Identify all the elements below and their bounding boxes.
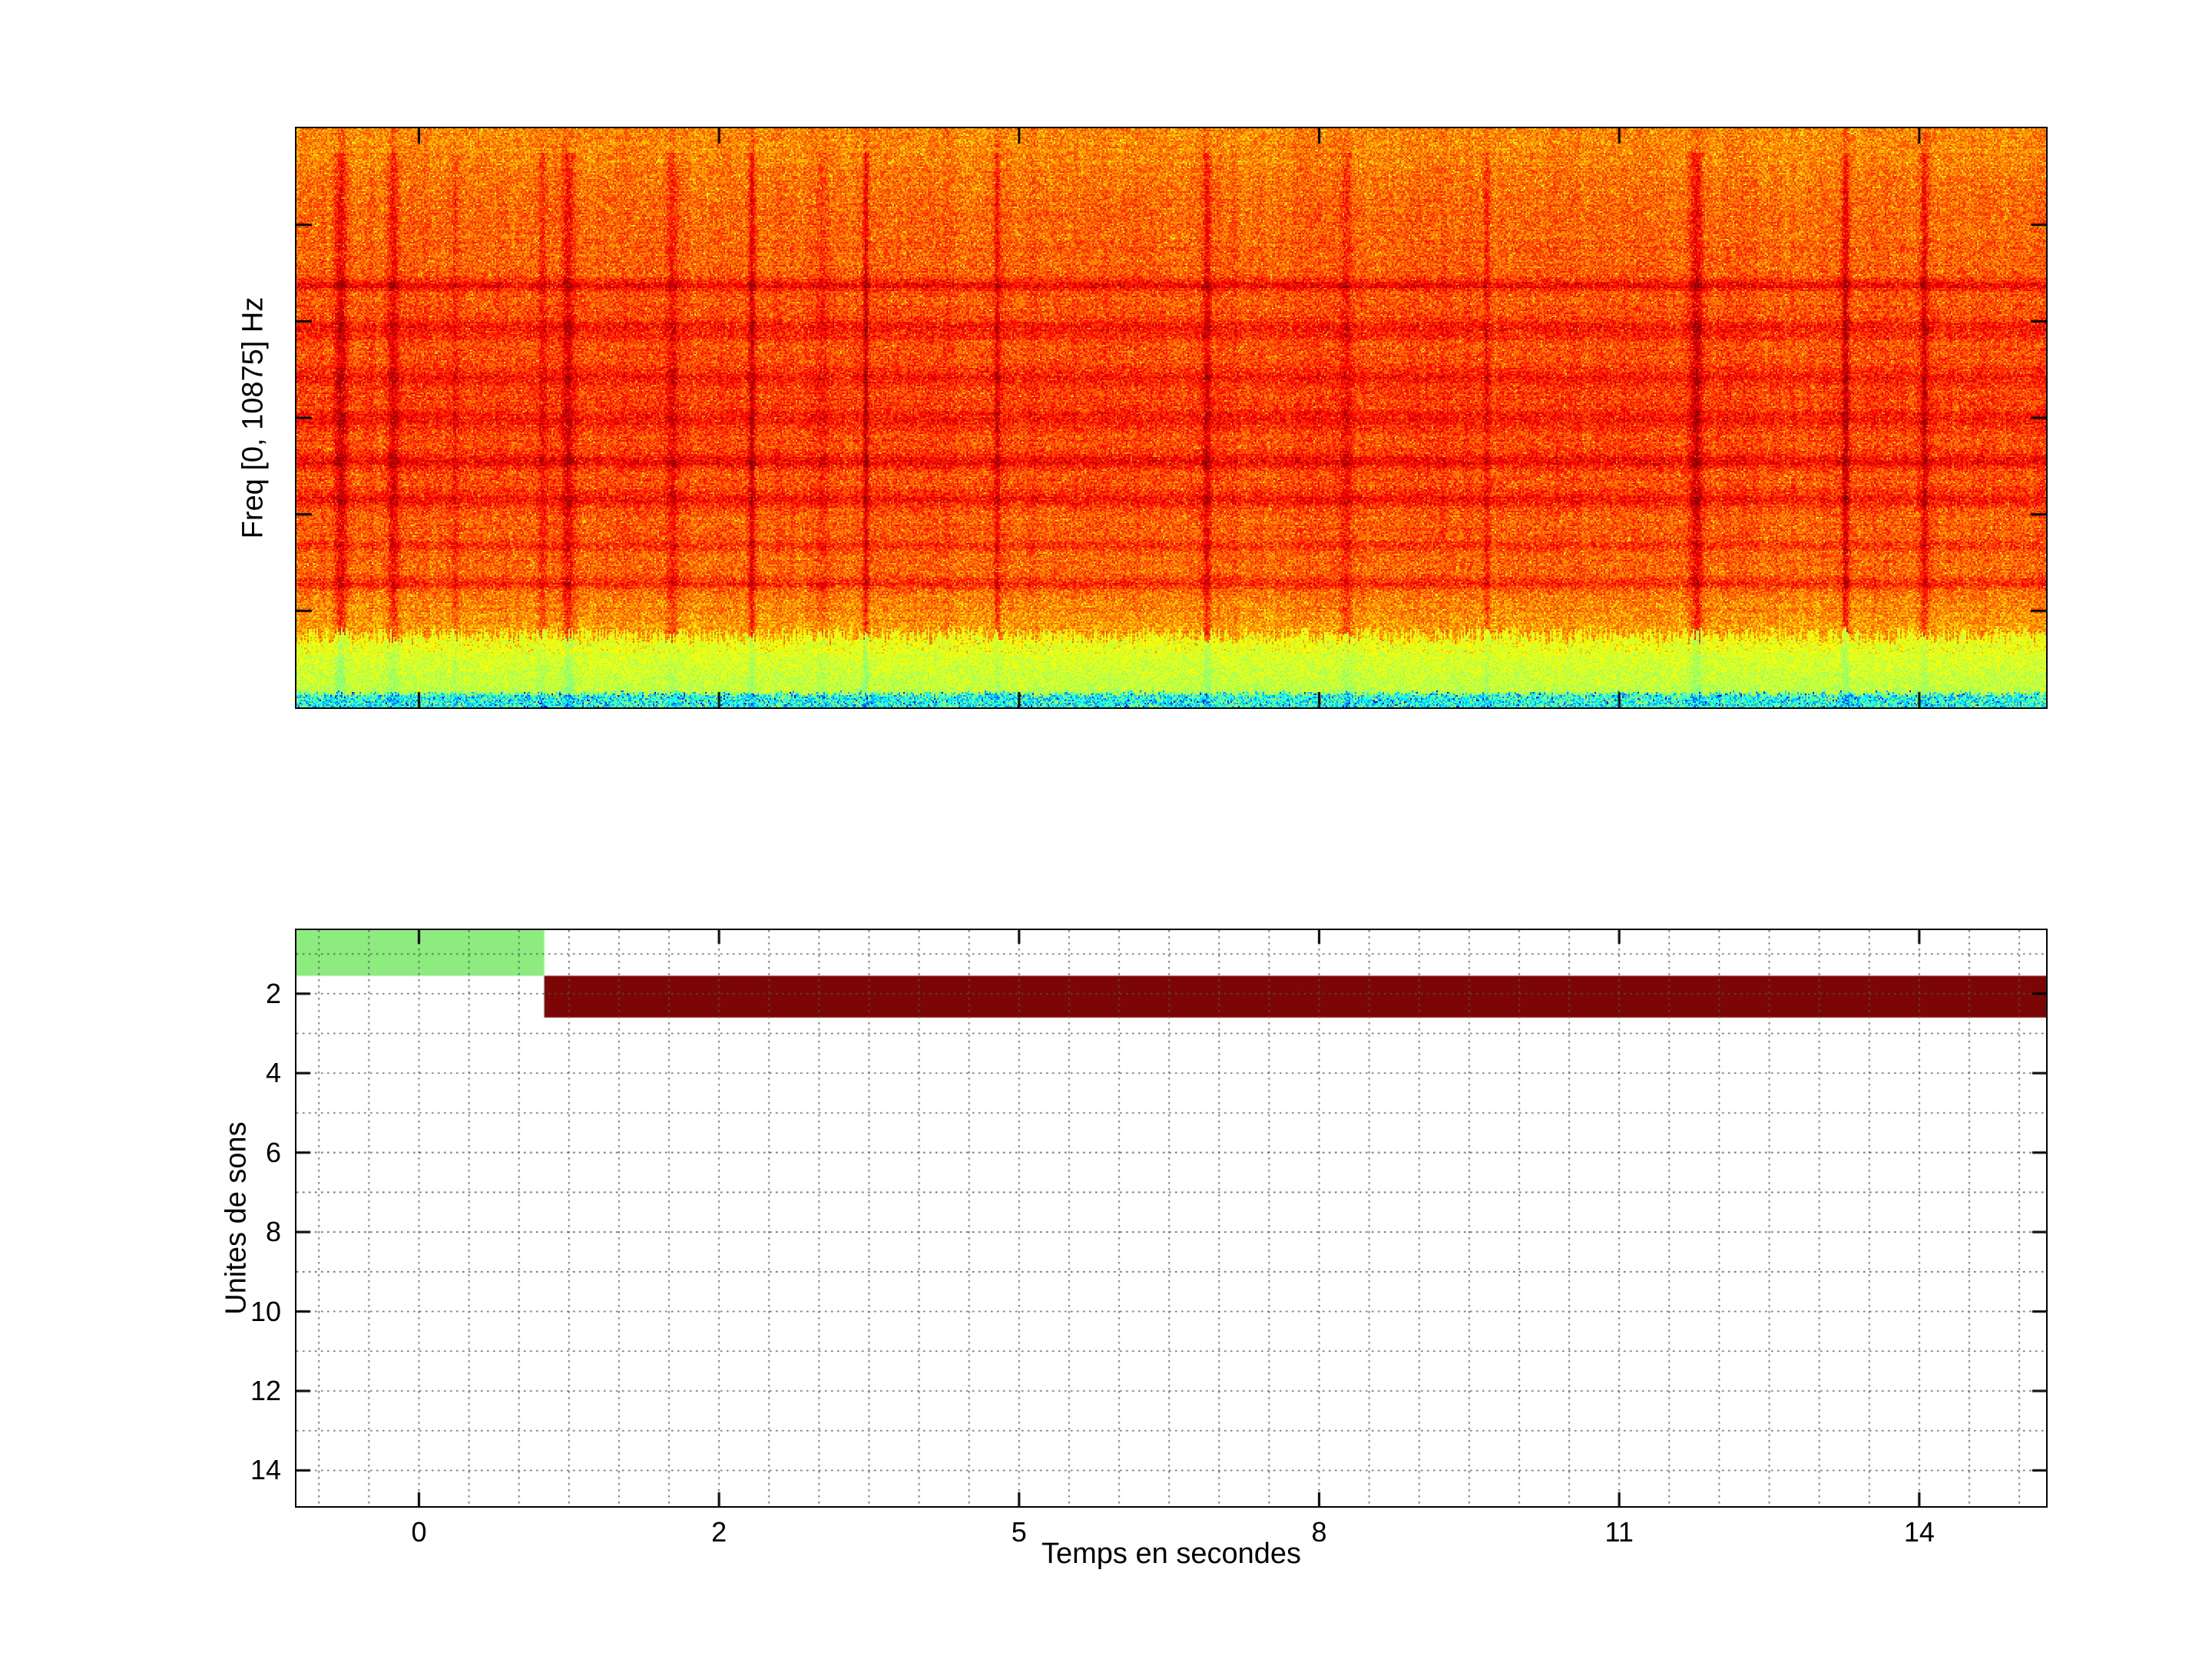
x-tick-label: 11	[1604, 1516, 1634, 1548]
timeline-xlabel: Temps en secondes	[1041, 1538, 1301, 1570]
y-tick-label: 10	[250, 1295, 281, 1327]
y-tick-label: 2	[265, 977, 281, 1009]
y-tick-label: 8	[265, 1216, 281, 1248]
x-tick-label: 5	[1011, 1516, 1027, 1548]
x-tick-label: 14	[1903, 1516, 1935, 1548]
y-tick-label: 12	[250, 1375, 281, 1406]
x-tick-label: 8	[1311, 1516, 1327, 1548]
timeline-ylabel: Unites de sons	[220, 1121, 253, 1315]
x-tick-label: 0	[411, 1516, 427, 1548]
timeline-plot	[296, 930, 2046, 1506]
x-tick-label: 2	[711, 1516, 727, 1548]
y-tick-label: 4	[265, 1057, 281, 1089]
timeline-axes	[295, 929, 2048, 1508]
spectrogram-axes	[295, 127, 2048, 709]
spectrogram-ticks-overlay	[296, 128, 2046, 707]
y-tick-label: 6	[265, 1136, 281, 1168]
spectrogram-ylabel: Freq [0, 10875] Hz	[237, 296, 270, 539]
y-tick-label: 14	[250, 1454, 281, 1486]
